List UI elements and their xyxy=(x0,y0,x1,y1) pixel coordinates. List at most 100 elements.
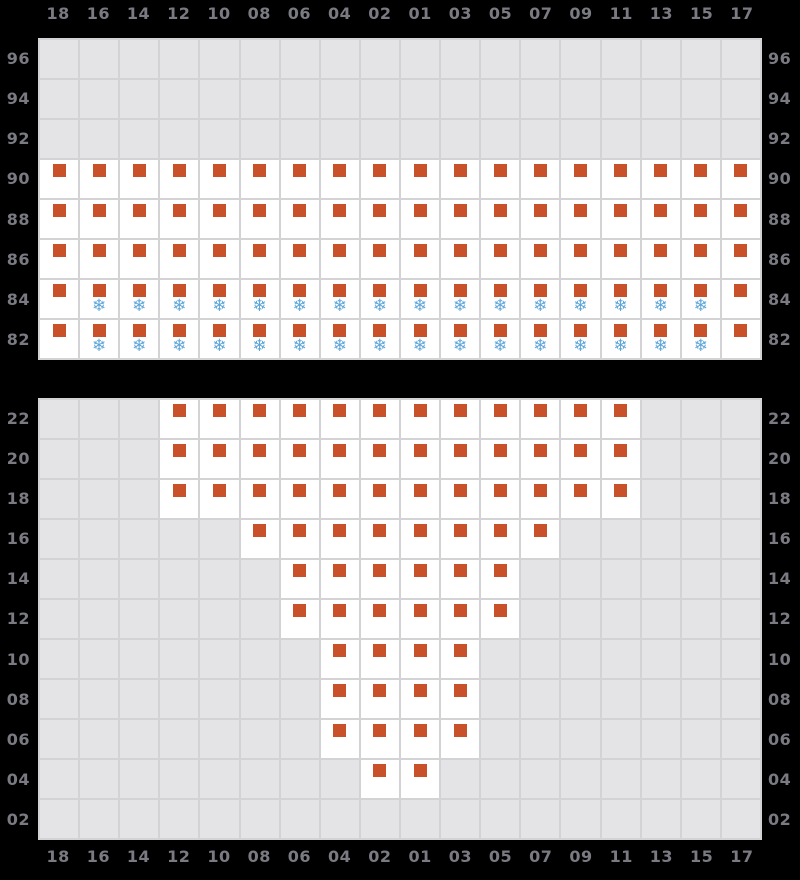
grid-cell-empty xyxy=(120,800,159,838)
grid-cell-empty xyxy=(200,640,239,678)
grid-cell-marked xyxy=(160,240,199,278)
grid-cell-marked xyxy=(160,440,199,478)
grid-cell-marked xyxy=(441,520,480,558)
grid-cell-empty xyxy=(120,40,159,78)
row-label-left: 16 xyxy=(6,529,30,549)
grid-cell-marked xyxy=(280,200,319,238)
square-marker-icon xyxy=(734,164,748,177)
grid-cell-empty xyxy=(200,520,239,558)
grid-cell-marked: ❄ xyxy=(400,320,440,358)
square-marker-icon xyxy=(373,644,387,657)
grid-cell-empty xyxy=(80,440,119,478)
snowflake-icon: ❄ xyxy=(533,336,548,356)
row-label-right: 86 xyxy=(768,249,792,269)
square-marker-icon xyxy=(453,684,467,697)
row-label-right: 94 xyxy=(768,88,792,108)
snowflake-icon: ❄ xyxy=(613,336,628,356)
grid-cell-marked xyxy=(601,480,640,518)
square-marker-icon xyxy=(132,204,146,217)
grid-cell-marked: ❄ xyxy=(80,280,119,318)
row-label-left: 20 xyxy=(6,448,30,468)
grid-cell-marked xyxy=(521,480,560,518)
row-label-left: 84 xyxy=(6,290,30,310)
grid-cell-marked xyxy=(320,240,359,278)
grid-cell-empty xyxy=(681,720,720,758)
grid-cell-marked xyxy=(601,400,640,438)
grid-cell-marked xyxy=(400,640,440,678)
grid-cell-marked xyxy=(721,160,760,198)
square-marker-icon xyxy=(573,324,587,337)
bottom-column-label: 14 xyxy=(126,846,151,866)
row-label-left: 82 xyxy=(6,330,30,350)
grid-cell-empty xyxy=(721,680,760,718)
square-marker-icon xyxy=(52,164,66,177)
grid-cell-empty xyxy=(80,800,119,838)
bottom-column-label: 04 xyxy=(328,846,352,866)
square-marker-icon xyxy=(694,324,708,337)
row-label-right: 06 xyxy=(768,730,792,750)
grid-cell-empty xyxy=(160,80,199,118)
square-marker-icon xyxy=(373,724,387,737)
grid-cell-marked xyxy=(400,760,440,798)
grid-cell-marked xyxy=(441,600,480,638)
square-marker-icon xyxy=(453,204,467,217)
grid-cell-empty xyxy=(481,720,520,758)
grid-cell-marked xyxy=(441,400,480,438)
row-label-left: 88 xyxy=(6,209,30,229)
grid-cell-marked xyxy=(120,200,159,238)
grid-cell-empty xyxy=(601,520,640,558)
grid-cell-marked xyxy=(360,720,399,758)
grid-cell-marked xyxy=(360,680,399,718)
grid-cell-marked: ❄ xyxy=(360,280,399,318)
square-marker-icon xyxy=(212,244,226,257)
grid-cell-empty xyxy=(641,440,680,478)
grid-cell-marked xyxy=(561,480,600,518)
grid-cell-marked: ❄ xyxy=(441,280,480,318)
grid-cell-marked xyxy=(160,400,199,438)
square-marker-icon xyxy=(654,244,668,257)
grid-cell-marked xyxy=(561,160,600,198)
grid-cell-empty xyxy=(80,600,119,638)
row-label-left: 92 xyxy=(6,129,30,149)
grid-cell-empty xyxy=(120,120,159,158)
snowflake-icon: ❄ xyxy=(453,336,468,356)
grid-cell-marked xyxy=(400,680,440,718)
square-marker-icon xyxy=(132,284,146,297)
snowflake-icon: ❄ xyxy=(172,296,187,316)
grid-cell-empty xyxy=(80,720,119,758)
grid-cell-marked xyxy=(320,160,359,198)
grid-cell-marked xyxy=(240,160,279,198)
square-marker-icon xyxy=(614,324,628,337)
square-marker-icon xyxy=(533,244,547,257)
grid-cell-marked: ❄ xyxy=(521,320,560,358)
row-label-right: 82 xyxy=(768,330,792,350)
grid-cell-marked xyxy=(441,240,480,278)
grid-cell-marked: ❄ xyxy=(120,320,159,358)
grid-cell-empty xyxy=(40,720,79,758)
grid-cell-empty xyxy=(641,560,680,598)
grid-cell-marked xyxy=(681,160,720,198)
grid-cell-empty xyxy=(521,680,560,718)
row-label-right: 84 xyxy=(768,290,792,310)
square-marker-icon xyxy=(413,284,427,297)
grid-cell-empty xyxy=(240,720,279,758)
grid-cell-empty xyxy=(280,760,319,798)
grid-cell-empty xyxy=(521,40,560,78)
grid-cell-marked xyxy=(601,240,640,278)
grid-cell-marked xyxy=(360,480,399,518)
square-marker-icon xyxy=(614,244,628,257)
grid-cell-empty xyxy=(721,400,760,438)
snowflake-icon: ❄ xyxy=(292,296,307,316)
row-label-right: 96 xyxy=(768,48,792,68)
grid-cell-marked xyxy=(360,240,399,278)
square-marker-icon xyxy=(493,404,507,417)
grid-cell-empty xyxy=(240,680,279,718)
grid-cell-empty xyxy=(120,400,159,438)
grid-cell-empty xyxy=(681,120,720,158)
grid-cell-empty xyxy=(441,800,480,838)
square-marker-icon xyxy=(333,244,347,257)
square-marker-icon xyxy=(172,204,186,217)
bottom-column-label: 03 xyxy=(448,846,472,866)
grid-cell-marked xyxy=(641,200,680,238)
grid-cell-marked xyxy=(360,600,399,638)
